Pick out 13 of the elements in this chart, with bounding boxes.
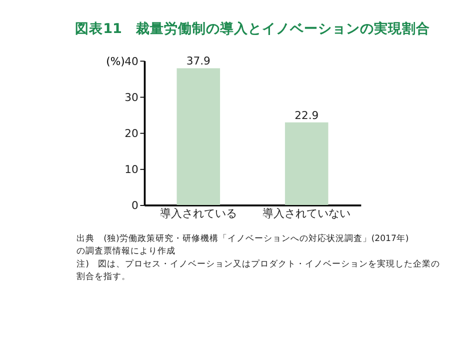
data-label: 22.9	[294, 108, 319, 122]
y-tick-label: 40	[124, 54, 139, 68]
y-tick-label: 0	[132, 199, 139, 212]
y-tick-label: 10	[124, 162, 139, 176]
text: 注) 図は、プロセス・イノベーション又はプロダクト・イノベーションを実現した企業の割合を指す。	[76, 258, 440, 282]
y-axis-title: (%)	[106, 54, 125, 68]
y-tick-label: 30	[124, 90, 139, 104]
x-tick-label: 導入されている	[160, 207, 237, 220]
chart-title: 図表11 裁量労働制の導入とイノベーションの実現割合	[75, 20, 430, 37]
data-label: 37.9	[186, 54, 211, 68]
x-tick-label: 導入されていない	[262, 207, 351, 220]
y-tick-label: 20	[124, 126, 139, 140]
source-note: 出典 (独)労働政策研究・研修機構「イノベーションへの対応状況調査」(2017年)の調査票情報により作成	[76, 233, 409, 257]
